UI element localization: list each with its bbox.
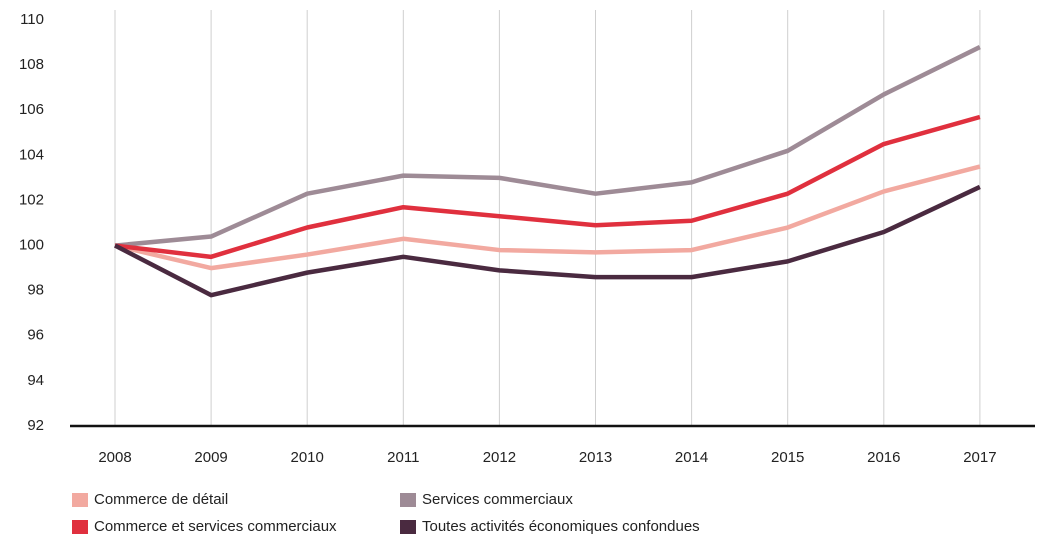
legend-swatch: [400, 493, 416, 507]
legend-label: Toutes activités économiques confondues: [422, 518, 700, 535]
y-tick-label: 110: [20, 11, 44, 28]
series-line: [114, 114, 981, 260]
y-tick-label: 104: [19, 146, 44, 163]
y-tick-label: 98: [27, 282, 44, 299]
x-tick-label: 2010: [291, 449, 324, 466]
x-tick-label: 2016: [867, 449, 900, 466]
legend-swatch: [72, 493, 88, 507]
series-line: [113, 184, 981, 298]
y-tick-label: 106: [19, 101, 44, 118]
legend-label: Commerce et services commerciaux: [94, 518, 337, 535]
x-tick-label: 2008: [98, 449, 131, 466]
series-line: [114, 164, 981, 271]
x-tick-label: 2017: [963, 449, 996, 466]
legend-label: Services commerciaux: [422, 491, 573, 508]
x-tick-label: 2013: [579, 449, 612, 466]
y-tick-label: 108: [19, 56, 44, 73]
y-tick-label: 102: [19, 191, 44, 208]
y-tick-label: 92: [27, 417, 44, 434]
x-tick-label: 2009: [194, 449, 227, 466]
x-tick-label: 2012: [483, 449, 516, 466]
y-tick-label: 94: [27, 372, 44, 389]
x-tick-label: 2014: [675, 449, 708, 466]
legend-label: Commerce de détail: [94, 491, 228, 508]
legend-swatch: [400, 520, 416, 534]
legend-swatch: [72, 520, 88, 534]
x-tick-label: 2015: [771, 449, 804, 466]
y-tick-label: 100: [19, 237, 44, 254]
series-line: [114, 45, 981, 248]
x-tick-label: 2011: [387, 449, 419, 466]
y-tick-label: 96: [27, 327, 44, 344]
